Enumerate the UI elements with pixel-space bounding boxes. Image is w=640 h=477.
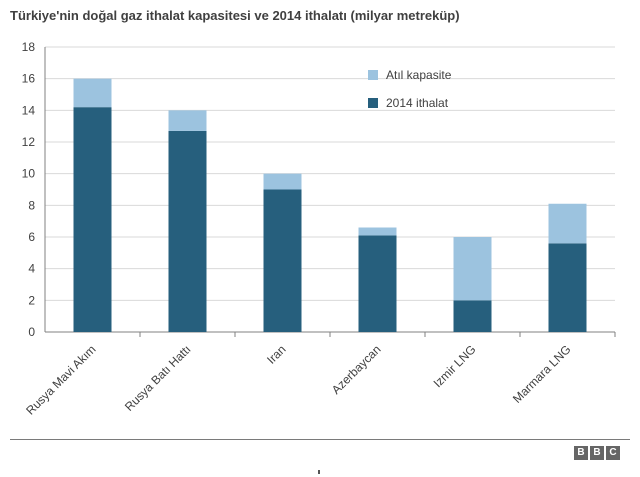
legend-label: 2014 ithalat (386, 96, 449, 110)
bbc-logo-letter: B (590, 446, 604, 460)
y-tick-label: 10 (22, 167, 36, 181)
x-category-label: Izmir LNG (431, 342, 479, 390)
y-tick-label: 8 (28, 198, 35, 212)
bar-ithalat (358, 235, 397, 332)
bar-ithalat (263, 189, 302, 332)
bar-atil-kapasite (358, 227, 397, 236)
bbc-logo-letter: C (606, 446, 620, 460)
bar-atil-kapasite (168, 110, 207, 131)
bar-ithalat (453, 300, 492, 332)
legend-swatch (368, 70, 378, 80)
bar-atil-kapasite (263, 173, 302, 190)
chart-plot: 0 2 4 6 8 10 12 14 16 18 Rusya Mavi Akım Rusya Batı… (22, 40, 616, 418)
y-tick-label: 0 (28, 325, 35, 339)
y-tick-label: 6 (28, 230, 35, 244)
x-category-label: Rusya Mavi Akım (23, 342, 98, 417)
x-category-label: Azerbaycan (329, 342, 384, 397)
cursor-mark (318, 470, 320, 474)
x-category-label: Rusya Batı Hattı (122, 342, 194, 414)
y-tick-label: 4 (28, 262, 35, 276)
y-tick-label: 14 (22, 103, 36, 117)
bar-atil-kapasite (453, 237, 492, 301)
y-tick-label: 12 (22, 135, 36, 149)
chart-title: Türkiye'nin doğal gaz ithalat kapasitesi… (10, 8, 460, 23)
footer-divider (10, 439, 630, 440)
bar-atil-kapasite (73, 78, 112, 108)
legend-swatch (368, 98, 378, 108)
bar-atil-kapasite (548, 203, 587, 244)
y-tick-label: 16 (22, 72, 36, 86)
x-category-label: Marmara LNG (510, 342, 574, 406)
bar-ithalat (168, 130, 207, 332)
bar-ithalat (73, 107, 112, 333)
x-category-label: Iran (264, 342, 289, 367)
y-tick-label: 2 (28, 293, 35, 307)
y-tick-label: 18 (22, 40, 36, 54)
legend-label: Atıl kapasite (386, 68, 452, 82)
bbc-logo-letter: B (574, 446, 588, 460)
bbc-logo: B B C (574, 446, 620, 460)
bar-ithalat (548, 243, 587, 332)
